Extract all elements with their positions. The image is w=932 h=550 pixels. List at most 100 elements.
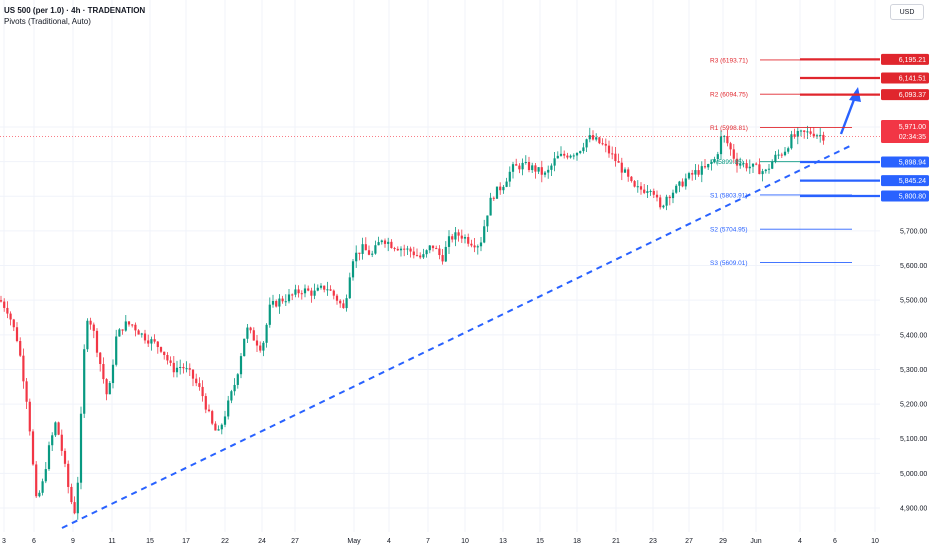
candle-body	[313, 290, 316, 296]
pivot-label-s1: S1 (5803.91)	[710, 192, 748, 199]
support-level-2-tag	[881, 175, 929, 187]
candle-body	[105, 379, 108, 395]
candle-body	[25, 381, 28, 402]
candle-body	[67, 463, 70, 487]
forecast-arrow	[839, 96, 857, 135]
x-tick-label: 7	[426, 538, 430, 545]
candle-body	[396, 248, 399, 251]
candle-body	[236, 374, 239, 385]
candle-body	[211, 411, 214, 424]
candle-body	[150, 339, 153, 344]
candle-body	[499, 186, 502, 191]
candle-body	[140, 333, 143, 335]
candle-body	[188, 368, 191, 370]
candle-body	[249, 327, 252, 331]
candle-body	[601, 143, 604, 145]
candle-body	[310, 290, 313, 296]
candle-body	[233, 384, 236, 392]
candle-body	[428, 245, 431, 251]
candle-body	[697, 170, 700, 175]
candle-body	[358, 252, 361, 254]
candle-body	[591, 135, 595, 140]
candle-body	[559, 153, 563, 156]
candle-body	[540, 167, 543, 175]
candle-body	[652, 190, 655, 195]
x-tick-label: 21	[612, 538, 620, 545]
candle-body	[774, 154, 777, 162]
candle-body	[739, 163, 742, 166]
time-axis: 3 6 9 11 15 17 22 24 27 May 4 7 10 13 15 18 21 23 27 29 Jun 4…	[2, 538, 879, 545]
x-tick-label: 9	[71, 538, 75, 545]
candle-body	[342, 303, 345, 309]
y-tick-label: 5,000.00	[900, 471, 927, 478]
candle-body	[524, 161, 527, 163]
candle-body	[444, 246, 447, 262]
candle-body	[687, 173, 691, 179]
x-tick-label: 15	[146, 538, 154, 545]
candle-body	[44, 469, 47, 482]
indicator-label[interactable]: Pivots (Traditional, Auto)	[4, 17, 91, 26]
candle-body	[617, 161, 620, 163]
x-tick-label: Jun	[750, 538, 761, 545]
candle-body	[732, 149, 735, 159]
candle-body	[175, 367, 179, 373]
candle-body	[511, 164, 515, 172]
x-tick-label: 10	[871, 538, 879, 545]
candle-body	[275, 301, 278, 307]
y-tick-label: 5,400.00	[900, 332, 927, 339]
candle-body	[268, 304, 271, 325]
candle-body	[643, 189, 646, 193]
candle-body	[566, 155, 569, 158]
candle-body	[329, 289, 332, 291]
candle-body	[345, 298, 348, 309]
candle-body	[675, 185, 678, 193]
candle-body	[463, 237, 467, 239]
x-tick-label: May	[347, 538, 361, 545]
x-tick-label: 23	[649, 538, 657, 545]
candle-body	[3, 301, 6, 308]
candle-body	[6, 307, 9, 314]
candle-body	[793, 134, 796, 137]
bar-countdown: 02:34:35	[899, 134, 926, 141]
candle-body	[649, 190, 652, 192]
resistance-level-2-tag	[881, 72, 929, 84]
candle-body	[723, 136, 726, 138]
candle-body	[51, 435, 54, 446]
candle-body	[502, 186, 505, 191]
candle-body	[799, 130, 803, 132]
candle-body	[239, 356, 243, 375]
resistance-level-3-price: 6,093.37	[899, 92, 926, 99]
candle-body	[291, 294, 294, 296]
candle-body	[380, 240, 383, 243]
candle-body	[252, 330, 255, 341]
pivot-label-r2: R2 (6094.75)	[710, 92, 748, 99]
candle-body	[403, 248, 406, 250]
candle-body	[582, 147, 585, 152]
candle-body	[780, 154, 783, 156]
candle-body	[367, 250, 371, 255]
candle-body	[31, 431, 35, 465]
candle-body	[604, 143, 607, 146]
candle-body	[764, 169, 767, 172]
candle-body	[159, 347, 163, 352]
candle-body	[579, 151, 582, 153]
candle-body	[390, 241, 393, 249]
x-tick-label: 24	[258, 538, 266, 545]
candle-body	[595, 137, 598, 140]
candle-body	[486, 215, 489, 227]
x-tick-label: 22	[221, 538, 229, 545]
candle-body	[431, 245, 435, 249]
candle-body	[415, 255, 419, 257]
candle-body	[543, 172, 547, 175]
candle-body	[153, 339, 156, 342]
candlesticks	[0, 125, 825, 520]
candle-body	[83, 349, 86, 414]
candle-body	[73, 502, 76, 514]
currency-button[interactable]: USD	[890, 4, 924, 20]
candle-body	[147, 340, 150, 344]
candle-body	[387, 241, 390, 244]
candle-body	[246, 327, 249, 339]
candle-body	[15, 327, 19, 342]
y-tick-label: 5,200.00	[900, 402, 927, 409]
